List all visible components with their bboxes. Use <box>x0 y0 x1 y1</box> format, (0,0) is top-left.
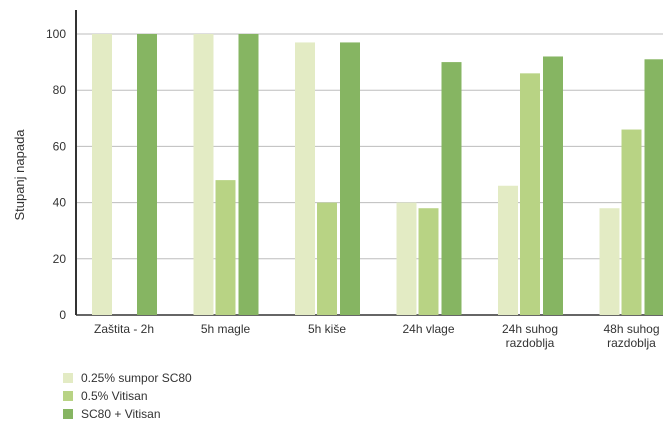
bar-s0-c1 <box>193 34 214 315</box>
y-tick-label-4: 80 <box>53 83 67 97</box>
legend-item-2: SC80 + Vitisan <box>63 405 192 423</box>
bar-s1-c1 <box>215 180 236 315</box>
bar-s2-c1 <box>238 34 259 315</box>
bar-s1-c3 <box>418 208 439 315</box>
x-tick-label-3: 24h vlage <box>402 322 454 336</box>
x-tick-label-4: 24h suhog razdoblja <box>502 322 558 350</box>
bar-s2-c2 <box>340 42 360 316</box>
bar-s2-c3 <box>441 62 462 315</box>
legend-item-1: 0.5% Vitisan <box>63 387 192 405</box>
bar-s2-c4 <box>543 56 563 315</box>
bar-s1-c5 <box>621 129 642 315</box>
x-tick-label-1: 5h magle <box>201 322 251 336</box>
x-tick-label-2: 5h kiše <box>308 322 346 336</box>
y-tick-label-0: 0 <box>59 308 66 322</box>
y-tick-label-5: 100 <box>46 27 66 41</box>
y-tick-label-2: 40 <box>53 196 67 210</box>
legend-swatch-2 <box>63 409 73 419</box>
legend-swatch-1 <box>63 391 73 401</box>
bar-s1-c2 <box>317 202 337 315</box>
legend-label-0: 0.25% sumpor SC80 <box>81 371 192 385</box>
x-tick-label-5: 48h suhog razdoblja <box>603 322 659 350</box>
legend-label-1: 0.5% Vitisan <box>81 389 148 403</box>
legend-label-2: SC80 + Vitisan <box>81 407 161 421</box>
bar-s0-c2 <box>295 42 315 316</box>
bar-s1-c4 <box>520 73 540 315</box>
legend: 0.25% sumpor SC80 0.5% Vitisan SC80 + Vi… <box>63 369 192 423</box>
y-tick-label-3: 60 <box>53 139 67 153</box>
bar-s2-c5 <box>644 59 663 315</box>
bar-s0-c4 <box>498 185 518 315</box>
legend-swatch-0 <box>63 373 73 383</box>
bar-s2-c0 <box>137 34 157 315</box>
y-axis-title: Stupanj napada <box>12 129 27 221</box>
x-tick-label-0: Zaštita - 2h <box>94 322 154 336</box>
bar-s0-c3 <box>396 202 417 315</box>
bar-s0-c5 <box>599 208 620 315</box>
bar-s0-c0 <box>92 34 112 315</box>
y-tick-label-1: 20 <box>53 252 67 266</box>
legend-item-0: 0.25% sumpor SC80 <box>63 369 192 387</box>
